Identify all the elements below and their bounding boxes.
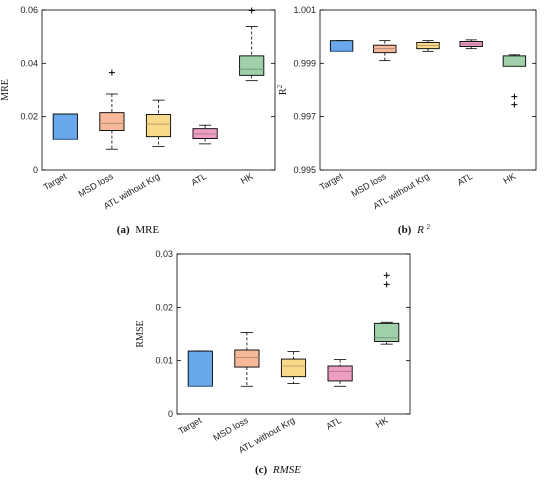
caption-c: (c) RMSE [255, 464, 301, 476]
box-4 [239, 7, 265, 82]
y-tick-label: 0.997 [293, 112, 316, 122]
box-1 [99, 69, 125, 150]
x-tick-label: MSD loss [212, 415, 251, 443]
caption-b: (b) R 2 [398, 223, 431, 236]
x-tick-label: HK [502, 171, 518, 186]
box-body [327, 365, 353, 382]
box-1 [234, 331, 260, 387]
outlier-marker [108, 69, 115, 76]
box-body [99, 112, 125, 131]
x-tick-label: ATL [189, 171, 208, 188]
box-body [234, 349, 260, 368]
y-tick-label: 1.001 [293, 5, 316, 15]
x-tick-label: ATL [324, 415, 343, 432]
y-tick-label: 0.02 [155, 302, 173, 312]
y-tick-label: 0.02 [20, 112, 38, 122]
box-2 [416, 40, 440, 52]
x-tick-label: Target [318, 171, 345, 192]
x-tick-label: HK [374, 415, 390, 430]
y-tick-label: 0.995 [293, 165, 316, 175]
y-axis-label: R2 [276, 84, 289, 95]
box-4 [502, 54, 527, 108]
box-body [239, 55, 265, 76]
x-tick-label: Target [42, 171, 69, 192]
box-2 [280, 351, 307, 385]
box-body [52, 113, 78, 140]
box-body [374, 322, 400, 342]
box-body [329, 40, 354, 52]
outlier-marker [511, 101, 518, 108]
box-3 [459, 39, 483, 50]
box-body [502, 55, 527, 67]
y-axis-label: RMSE [135, 320, 146, 347]
outlier-marker [248, 7, 255, 14]
outlier-marker [383, 281, 390, 288]
y-tick-label: 0.01 [155, 356, 173, 366]
box-2 [145, 99, 172, 147]
box-3 [327, 359, 353, 387]
y-tick-label: 0 [168, 409, 173, 419]
caption-a: (a) MRE [117, 224, 160, 236]
y-tick-label: 0.03 [155, 249, 173, 259]
plot-frame [176, 253, 411, 415]
box-0 [187, 350, 213, 387]
box-body [187, 350, 213, 387]
y-tick-label: 0.06 [20, 5, 38, 15]
box-4 [374, 272, 400, 345]
box-body [145, 114, 172, 138]
x-tick-label: HK [239, 171, 255, 186]
x-tick-label: ATL [455, 171, 474, 188]
box-1 [373, 40, 397, 62]
y-tick-label: 0.04 [20, 58, 38, 68]
y-tick-label: 0.999 [293, 58, 316, 68]
plot-frame [41, 9, 276, 171]
outlier-marker [383, 272, 390, 279]
box-body [280, 358, 307, 378]
x-tick-label: MSD loss [77, 171, 116, 199]
box-3 [192, 124, 218, 145]
y-axis-label: MRE [0, 79, 11, 101]
box-0 [52, 113, 78, 140]
x-tick-label: MSD loss [349, 171, 388, 199]
x-tick-label: Target [177, 415, 204, 436]
box-0 [329, 40, 354, 52]
y-tick-label: 0 [33, 165, 38, 175]
plot-frame [319, 9, 537, 171]
outlier-marker [511, 93, 518, 100]
